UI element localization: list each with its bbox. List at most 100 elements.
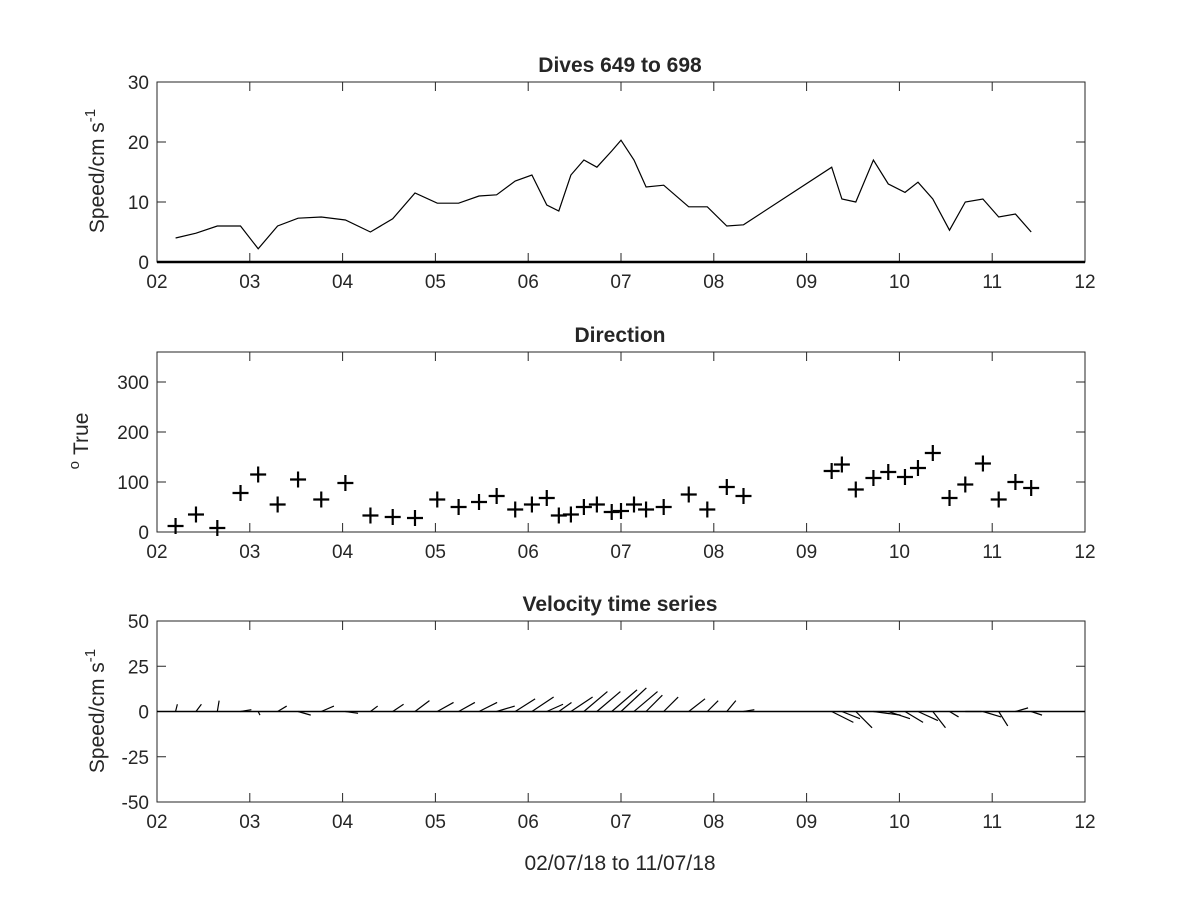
velocity-stick: [583, 691, 608, 712]
y-tick-label: 25: [128, 657, 149, 678]
direction-point: [538, 490, 555, 506]
velocity-stick: [841, 710, 861, 720]
velocity-stick: [633, 691, 658, 712]
y-tick-label: 20: [128, 133, 149, 154]
direction-point: [406, 510, 423, 526]
y-tick-label: 10: [128, 193, 149, 214]
velocity-stick: [743, 709, 755, 713]
velocity-stick: [855, 711, 873, 729]
x-tick-label: 08: [703, 812, 724, 833]
velocity-stick: [436, 701, 454, 713]
direction-point: [523, 496, 540, 513]
x-tick-label: 04: [332, 272, 354, 293]
direction-point: [362, 507, 379, 524]
direction-point: [250, 466, 267, 483]
x-tick-label: 03: [239, 272, 260, 293]
y-tick-label: -25: [122, 748, 149, 769]
x-tick-label: 06: [518, 272, 539, 293]
velocity-stick: [982, 710, 1002, 718]
velocity-stick: [478, 701, 498, 713]
x-tick-label: 08: [703, 542, 724, 563]
direction-point: [896, 469, 913, 485]
direction-point: [718, 479, 735, 495]
direction-point: [909, 460, 926, 476]
velocity-stick: [321, 705, 335, 713]
direction-point: [847, 481, 864, 498]
direction-point: [823, 463, 840, 479]
speed-series-line: [175, 139, 1032, 250]
speed-panel-ylabel: Speed/cm s-1: [82, 109, 109, 233]
direction-point: [924, 445, 941, 461]
direction-point: [957, 476, 974, 493]
direction-point: [638, 501, 655, 518]
direction-point: [1023, 480, 1040, 496]
direction-point: [337, 475, 354, 491]
velocity-stick: [706, 700, 719, 712]
y-tick-label: 0: [138, 703, 149, 724]
velocity-stick: [831, 710, 854, 723]
x-tick-label: 09: [796, 272, 817, 293]
velocity-panel-xlabel: 02/07/18 to 11/07/18: [524, 852, 715, 875]
y-tick-label: 0: [138, 253, 149, 274]
x-tick-label: 06: [518, 542, 539, 563]
direction-point: [655, 499, 672, 515]
x-tick-label: 11: [982, 272, 1002, 293]
direction-point: [187, 506, 204, 523]
velocity-stick: [277, 705, 287, 713]
x-tick-label: 09: [796, 542, 817, 563]
velocity-stick: [414, 700, 430, 712]
y-tick-label: 200: [117, 423, 149, 444]
direction-point: [313, 491, 330, 508]
velocity-plot-area: 02 03 04 05 06 07 08 09 10 11 12 -50 -25 0 25 50: [122, 612, 1096, 833]
direction-point: [209, 520, 226, 536]
x-tick-label: 06: [518, 812, 539, 833]
velocity-stick: [195, 703, 202, 712]
velocity-stick: [932, 711, 946, 729]
velocity-stick: [645, 694, 663, 712]
x-tick-label: 02: [146, 542, 167, 563]
velocity-stick: [620, 687, 647, 712]
direction-point: [290, 471, 307, 488]
direction-point: [575, 499, 592, 515]
direction-point: [680, 486, 697, 503]
velocity-panel: Velocity time series Speed/cm s-1 02/07/…: [82, 593, 1096, 875]
velocity-stick: [726, 700, 737, 712]
velocity-stick: [240, 709, 252, 713]
y-tick-label: -50: [122, 793, 149, 814]
x-tick-label: 10: [889, 272, 910, 293]
x-tick-label: 10: [889, 812, 910, 833]
direction-point: [699, 501, 716, 518]
velocity-stick: [257, 711, 261, 716]
x-tick-label: 04: [332, 812, 354, 833]
y-tick-label: 0: [138, 523, 149, 544]
velocity-stick: [531, 696, 554, 712]
velocity-stick: [458, 701, 476, 713]
velocity-stick: [546, 703, 564, 713]
direction-point: [562, 506, 579, 523]
y-tick-label: 30: [128, 73, 149, 94]
direction-point: [1007, 474, 1024, 490]
direction-point: [613, 503, 629, 519]
x-tick-label: 09: [796, 812, 817, 833]
x-tick-label: 03: [239, 542, 260, 563]
direction-point: [865, 470, 882, 486]
velocity-panel-title: Velocity time series: [523, 593, 718, 616]
speed-plot-area: 02 03 04 05 06 07 08 09 10 11 12 0 10 20 30: [128, 73, 1096, 293]
x-tick-label: 05: [425, 812, 446, 833]
velocity-stick: [570, 696, 593, 712]
x-tick-label: 04: [332, 542, 354, 563]
direction-point: [232, 485, 249, 501]
velocity-stick: [611, 689, 638, 712]
direction-point: [735, 488, 752, 504]
velocity-stick: [392, 703, 404, 712]
y-tick-label: 100: [117, 473, 149, 494]
velocity-stick: [688, 698, 706, 712]
x-tick-label: 07: [610, 812, 631, 833]
velocity-stick: [345, 710, 359, 714]
direction-point: [384, 509, 401, 525]
x-tick-label: 07: [610, 542, 631, 563]
direction-point: [833, 456, 850, 473]
velocity-stick: [1030, 710, 1043, 716]
velocity-stick: [998, 711, 1009, 727]
